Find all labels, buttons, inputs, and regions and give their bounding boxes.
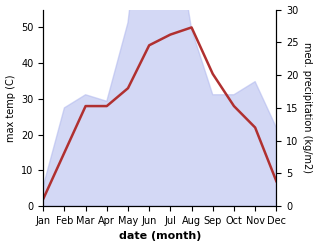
Y-axis label: med. precipitation (kg/m2): med. precipitation (kg/m2)	[302, 42, 313, 173]
Y-axis label: max temp (C): max temp (C)	[5, 74, 16, 142]
X-axis label: date (month): date (month)	[119, 231, 201, 242]
